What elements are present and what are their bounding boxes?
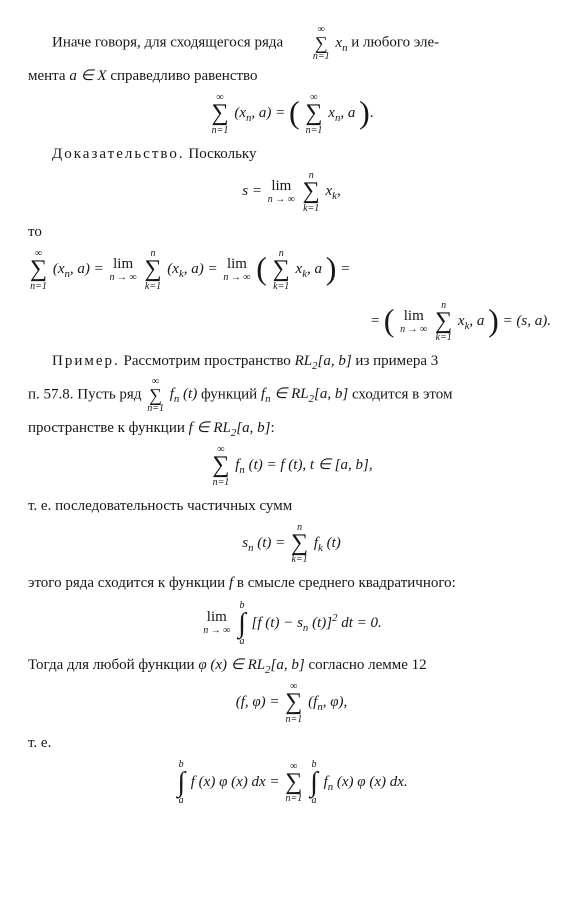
text: Тогда для любой функции bbox=[28, 657, 198, 673]
text: этого ряда сходится к функции bbox=[28, 575, 229, 591]
text: согласно лемме 12 bbox=[308, 657, 426, 673]
text: : bbox=[270, 420, 274, 436]
text: из примера 3 bbox=[355, 353, 438, 369]
proof-label: Доказательство. bbox=[52, 146, 185, 162]
text: Поскольку bbox=[188, 146, 256, 162]
inline-math: f bbox=[229, 575, 233, 591]
example-paragraph-2: п. 57.8. Пусть ряд ∞∑n=1 fn (t) функций … bbox=[28, 376, 555, 414]
equation-5: ∞∑n=1 fn (t) = f (t), t ∈ [a, b], bbox=[28, 444, 555, 488]
equation-4: = ( limn → ∞ n∑k=1 xk, a ) = (s, a). bbox=[28, 300, 555, 344]
example-paragraph: Пример. Рассмотрим пространство RL2[a, b… bbox=[28, 351, 555, 371]
text: функций bbox=[201, 386, 261, 402]
text: Иначе говоря, для сходящегося ряда bbox=[52, 35, 287, 51]
inline-sum: ∞∑n=1 xn bbox=[287, 35, 351, 51]
inline-sum: ∞∑n=1 fn (t) bbox=[145, 386, 201, 402]
inline-math: fn ∈ RL2[a, b] bbox=[261, 386, 348, 402]
text: и любого эле- bbox=[351, 35, 439, 51]
example-paragraph-3: пространстве к функции f ∈ RL2[a, b]: bbox=[28, 418, 555, 438]
text: п. 57.8. Пусть ряд bbox=[28, 386, 145, 402]
inline-math: φ (x) ∈ RL2[a, b] bbox=[198, 657, 304, 673]
equation-2: s = limn → ∞ n∑k=1 xk, bbox=[28, 170, 555, 214]
example-label: Пример. bbox=[52, 353, 120, 369]
inline-math: f ∈ RL2[a, b] bbox=[189, 420, 271, 436]
paragraph-7: этого ряда сходится к функции f в смысле… bbox=[28, 573, 555, 593]
paragraph-9: т. е. bbox=[28, 733, 555, 753]
paragraph-8: Тогда для любой функции φ (x) ∈ RL2[a, b… bbox=[28, 655, 555, 675]
text: в смысле среднего квадратичного: bbox=[237, 575, 456, 591]
paragraph-6: т. е. последовательность частичных сумм bbox=[28, 496, 555, 516]
equation-6: sn (t) = n∑k=1 fk (t) bbox=[28, 522, 555, 566]
equation-8: (f, φ) = ∞∑n=1 (fn, φ), bbox=[28, 681, 555, 725]
equation-3: ∞∑n=1 (xn, a) = limn → ∞ n∑k=1 (xk, a) =… bbox=[28, 248, 555, 292]
text: справедливо равенство bbox=[110, 68, 257, 84]
text: мента bbox=[28, 68, 69, 84]
paragraph-1b: мента a ∈ X справедливо равенство bbox=[28, 66, 555, 86]
inline-math: RL2[a, b] bbox=[295, 353, 352, 369]
text: пространстве к функции bbox=[28, 420, 189, 436]
equation-7: limn → ∞ b∫a [f (t) − sn (t)]2 dt = 0. bbox=[28, 600, 555, 647]
text: Рассмотрим пространство bbox=[124, 353, 295, 369]
equation-1: ∞∑n=1 (xn, a) = ( ∞∑n=1 xn, a ). bbox=[28, 92, 555, 136]
paragraph-1: Иначе говоря, для сходящегося ряда ∞∑n=1… bbox=[28, 24, 555, 62]
proof-paragraph: Доказательство. Поскольку bbox=[28, 144, 555, 164]
equation-9: b∫a f (x) φ (x) dx = ∞∑n=1 b∫a fn (x) φ … bbox=[28, 759, 555, 806]
text: сходится в этом bbox=[352, 386, 453, 402]
text-to: то bbox=[28, 222, 555, 242]
inline-math: a ∈ X bbox=[69, 68, 106, 84]
